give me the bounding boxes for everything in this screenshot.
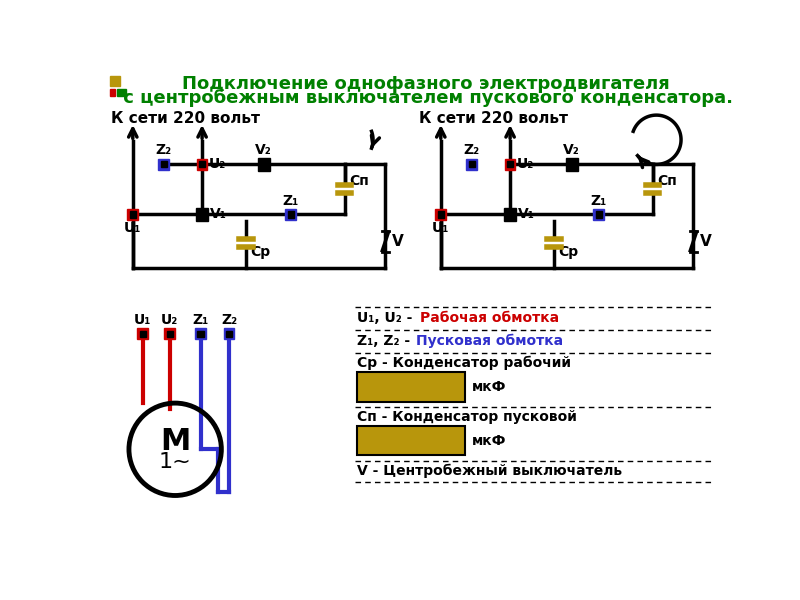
Bar xyxy=(287,211,294,218)
Bar xyxy=(435,209,446,220)
Bar xyxy=(127,209,138,220)
Bar xyxy=(197,159,207,170)
Bar xyxy=(595,211,602,218)
Text: Z₂: Z₂ xyxy=(221,313,237,327)
Text: Cп: Cп xyxy=(657,175,677,188)
Text: U₁: U₁ xyxy=(134,313,151,327)
Bar xyxy=(504,208,516,221)
Bar xyxy=(166,331,173,337)
Bar xyxy=(158,159,169,170)
Text: мкФ: мкФ xyxy=(472,434,506,448)
Text: U₂: U₂ xyxy=(517,157,534,172)
Text: Cр: Cр xyxy=(250,245,270,259)
Text: V₂: V₂ xyxy=(255,143,272,157)
Bar xyxy=(161,161,166,167)
Bar xyxy=(594,209,604,220)
Bar xyxy=(117,89,126,96)
Bar xyxy=(286,209,296,220)
Bar xyxy=(505,159,515,170)
Bar xyxy=(138,328,148,339)
Text: U₂: U₂ xyxy=(209,157,226,172)
Text: М: М xyxy=(160,427,190,456)
Bar xyxy=(198,331,204,337)
FancyBboxPatch shape xyxy=(357,426,465,455)
Bar xyxy=(110,76,120,86)
Text: Сп - Конденсатор пусковой: Сп - Конденсатор пусковой xyxy=(357,410,577,424)
Bar xyxy=(466,159,477,170)
Bar xyxy=(224,328,234,339)
Text: V: V xyxy=(391,234,403,249)
Text: U₁: U₁ xyxy=(124,221,142,235)
Text: Z₁: Z₁ xyxy=(193,313,209,327)
Bar xyxy=(566,158,578,170)
Text: V₁: V₁ xyxy=(518,208,534,221)
Bar xyxy=(438,211,444,218)
Text: мкФ: мкФ xyxy=(472,380,506,394)
Text: 1~: 1~ xyxy=(158,452,191,472)
Bar xyxy=(195,328,206,339)
Text: Z₂: Z₂ xyxy=(463,143,480,157)
FancyBboxPatch shape xyxy=(357,372,465,401)
Text: Подключение однофазного электродвигателя: Подключение однофазного электродвигателя xyxy=(182,76,670,94)
Bar xyxy=(469,161,474,167)
Text: U₁, U₂ -: U₁, U₂ - xyxy=(357,311,417,325)
Text: U₁: U₁ xyxy=(432,221,450,235)
Bar xyxy=(140,331,146,337)
Text: Рабочая обмотка: Рабочая обмотка xyxy=(420,311,559,325)
Text: Z₁: Z₁ xyxy=(590,194,606,208)
Text: К сети 220 вольт: К сети 220 вольт xyxy=(419,110,568,125)
Bar xyxy=(199,161,205,167)
Text: V - Центробежный выключатель: V - Центробежный выключатель xyxy=(357,464,622,478)
Text: Пусковая обмотка: Пусковая обмотка xyxy=(416,334,563,348)
Bar xyxy=(130,211,136,218)
Text: Ср - Конденсатор рабочий: Ср - Конденсатор рабочий xyxy=(357,356,571,370)
Text: К сети 220 вольт: К сети 220 вольт xyxy=(111,110,260,125)
Text: V₂: V₂ xyxy=(563,143,580,157)
Text: Z₂: Z₂ xyxy=(155,143,172,157)
Text: V₁: V₁ xyxy=(210,208,226,221)
Text: U₂: U₂ xyxy=(161,313,178,327)
Bar xyxy=(258,158,270,170)
Bar xyxy=(110,89,115,96)
Text: Z₁, Z₂ -: Z₁, Z₂ - xyxy=(357,334,415,348)
Bar xyxy=(196,208,208,221)
Text: V: V xyxy=(699,234,711,249)
Text: с центробежным выключателем пускового конденсатора.: с центробежным выключателем пускового ко… xyxy=(118,89,734,107)
Bar xyxy=(164,328,175,339)
Text: Z₁: Z₁ xyxy=(282,194,298,208)
Bar xyxy=(507,161,513,167)
Bar xyxy=(226,331,232,337)
Text: Cр: Cр xyxy=(558,245,578,259)
Text: Cп: Cп xyxy=(349,175,369,188)
